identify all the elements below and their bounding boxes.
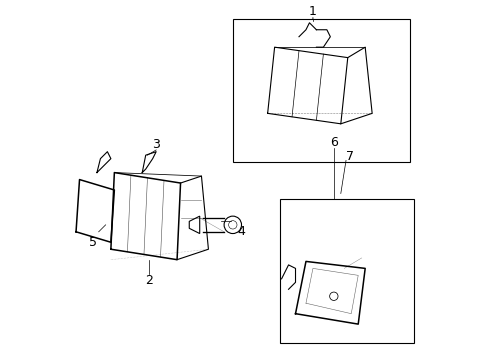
Bar	[280, 199, 414, 343]
Text: 7: 7	[345, 150, 353, 163]
Bar	[233, 19, 411, 162]
Text: 6: 6	[330, 136, 338, 149]
Text: 2: 2	[145, 274, 153, 287]
Text: 5: 5	[90, 236, 98, 249]
Text: 1: 1	[309, 5, 317, 18]
Text: 4: 4	[238, 225, 245, 238]
Text: 3: 3	[152, 138, 160, 151]
